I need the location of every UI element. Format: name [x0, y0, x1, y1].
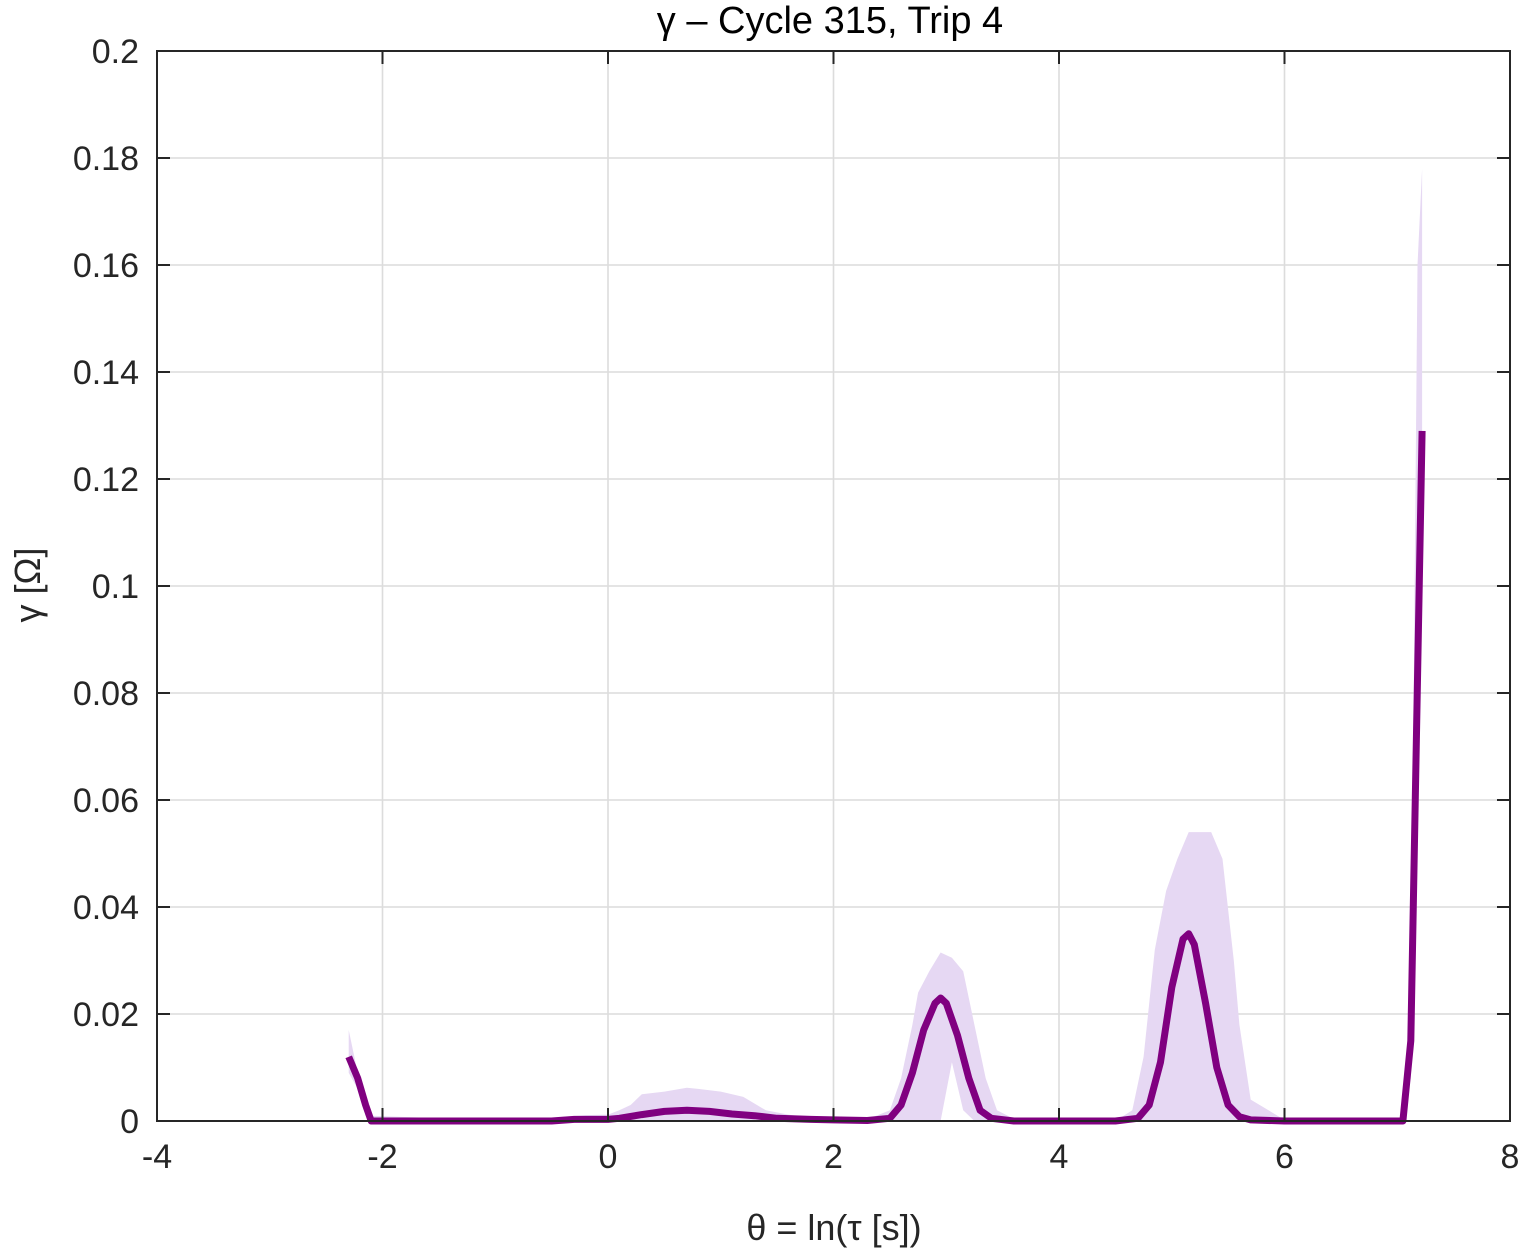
y-tick-label: 0.18 [73, 140, 139, 178]
grid [156, 50, 1511, 1122]
y-axis-label: γ [Ω] [7, 548, 48, 623]
y-tick-label: 0.2 [92, 33, 139, 71]
y-tick-label: 0.12 [73, 461, 139, 499]
chart-title: γ – Cycle 315, Trip 4 [657, 0, 1003, 42]
x-tick-label: -2 [367, 1138, 397, 1176]
gamma-line [345, 430, 1426, 1125]
y-tick-label: 0.02 [73, 996, 139, 1034]
y-tick-label: 0.06 [73, 782, 139, 820]
x-tick-label: 8 [1501, 1138, 1520, 1176]
x-axis: -4 -2 0 2 4 6 8 [142, 51, 1520, 1176]
x-tick-label: 6 [1275, 1138, 1294, 1176]
x-tick-label: 0 [599, 1138, 618, 1176]
uncertainty-band [348, 168, 1423, 1121]
y-axis: 0 0.02 0.04 0.06 0.08 0.1 0.12 0.14 0.16 0.18 0.2 [73, 33, 1510, 1141]
x-tick-label: -4 [142, 1138, 172, 1176]
x-tick-label: 4 [1050, 1138, 1069, 1176]
x-tick-label: 2 [824, 1138, 843, 1176]
y-tick-label: 0 [120, 1103, 139, 1141]
y-tick-label: 0.04 [73, 889, 139, 927]
x-axis-label: θ = ln(τ [s]) [746, 1207, 921, 1248]
y-tick-label: 0.08 [73, 675, 139, 713]
y-tick-label: 0.14 [73, 354, 139, 392]
y-tick-label: 0.1 [92, 568, 139, 606]
y-tick-label: 0.16 [73, 247, 139, 285]
